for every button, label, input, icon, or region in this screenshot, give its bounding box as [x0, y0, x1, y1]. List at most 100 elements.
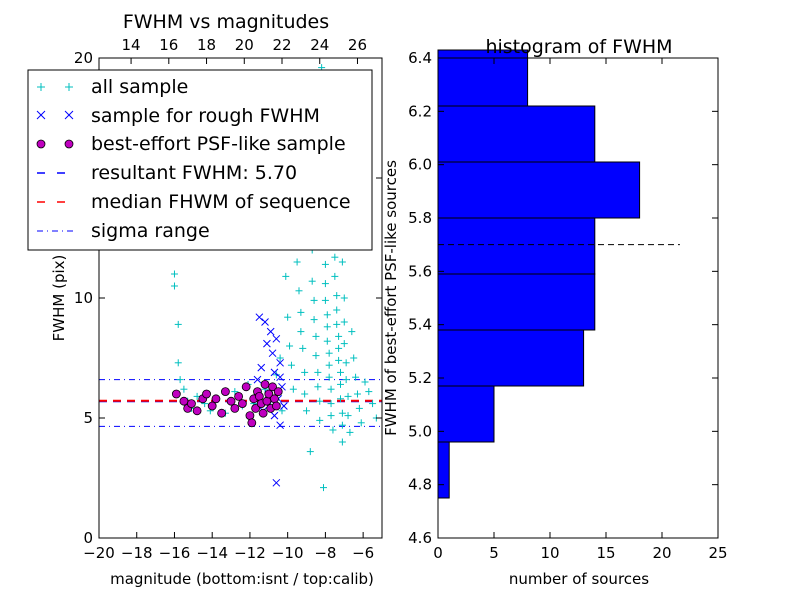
legend-marker-plus: [37, 83, 73, 91]
top-xtick-label: 22: [272, 36, 291, 54]
point-rough-fwhm: [276, 421, 284, 430]
legend-entry-psf-like: best-effort PSF-like sample: [36, 133, 346, 155]
legend-label-median: median FHWM of sequence: [91, 191, 351, 213]
point-all-sample: [276, 354, 284, 362]
right-xtick-label: 5: [489, 544, 499, 562]
point-all-sample: [350, 354, 358, 362]
right-ytick-label: 4.6: [408, 529, 432, 547]
point-all-sample: [310, 316, 318, 324]
point-all-sample: [314, 383, 322, 391]
point-psf-like: [187, 399, 196, 409]
fwhm-vs-magnitude-panel: −20−18−16−14−12−10−8−6051015201416182022…: [27, 11, 383, 588]
point-psf-like: [258, 408, 268, 418]
left-xtick-label: −6: [352, 544, 374, 562]
point-all-sample: [353, 390, 361, 398]
point-all-sample: [176, 376, 184, 384]
left-xtick-label: −8: [314, 544, 336, 562]
point-all-sample: [320, 484, 328, 492]
legend-label-resultant: resultant FWHM: 5.70: [91, 162, 297, 184]
histogram-bar: [437, 329, 585, 387]
point-all-sample: [321, 296, 329, 304]
point-all-sample: [316, 397, 324, 405]
point-all-sample: [316, 416, 324, 424]
right-axes-frame: [437, 57, 719, 539]
point-rough-fwhm: [276, 358, 284, 367]
point-all-sample: [369, 400, 377, 408]
point-all-sample: [340, 318, 348, 326]
left-x-axis-label: magnitude (bottom:isnt / top:calib): [110, 570, 374, 588]
left-xtick-label: −16: [159, 544, 191, 562]
point-all-sample: [295, 287, 303, 295]
point-all-sample: [340, 340, 348, 348]
point-all-sample: [325, 373, 333, 381]
left-ytick-label: 5: [83, 409, 93, 427]
histogram-data: [437, 49, 680, 499]
histogram-bar: [437, 441, 450, 499]
x-b: [270, 368, 279, 377]
histogram-bar: [437, 217, 596, 275]
x-b: [272, 334, 281, 343]
point-psf-like: [202, 389, 211, 399]
left-xtick-label: −14: [196, 544, 228, 562]
legend-label-all-sample: all sample: [91, 76, 188, 98]
left-y-axis-label: FWHM (pix): [50, 255, 68, 342]
point-rough-fwhm: [263, 339, 271, 348]
point-all-sample: [344, 412, 352, 420]
point-rough-fwhm: [253, 375, 262, 384]
point-psf-like: [234, 391, 244, 401]
x-b: [276, 373, 284, 382]
x-b: [268, 349, 277, 358]
point-all-sample: [338, 258, 346, 266]
point-all-sample: [325, 361, 333, 369]
point-all-sample: [321, 260, 329, 268]
point-all-sample: [342, 359, 350, 367]
point-all-sample: [170, 270, 178, 278]
point-all-sample: [348, 328, 356, 336]
top-xtick-label: 16: [159, 36, 178, 54]
point-rough-fwhm: [266, 327, 275, 336]
point-all-sample: [174, 359, 182, 367]
point-all-sample: [336, 380, 344, 388]
point-all-sample: [327, 412, 335, 420]
x-b: [255, 313, 264, 322]
point-all-sample: [346, 428, 354, 436]
point-all-sample: [180, 385, 188, 393]
point-all-sample: [352, 373, 360, 381]
point-psf-like: [251, 403, 260, 413]
legend-label-sigma: sigma range: [91, 220, 210, 242]
point-all-sample: [329, 426, 337, 434]
point-rough-fwhm: [276, 373, 284, 382]
point-all-sample: [323, 311, 331, 319]
left-ytick-label: 10: [74, 289, 93, 307]
fwhm-histogram-panel: 0 5 10 15 20 25 4.6 4.8 5.0 5.2 5.4 5.6 5.8 6.0 6.2 6.4…: [382, 36, 728, 588]
legend-entry-all-sample: all sample: [37, 76, 188, 98]
point-all-sample: [340, 294, 348, 302]
point-psf-like: [273, 387, 283, 397]
left-xtick-label: −10: [272, 544, 304, 562]
legend-label-rough-fwhm: sample for rough FWHM: [91, 105, 320, 127]
left-ytick-label: 20: [74, 49, 93, 67]
point-all-sample: [321, 280, 329, 288]
point-psf-like: [260, 379, 270, 389]
x-b: [280, 402, 288, 410]
point-all-sample: [284, 313, 292, 321]
right-y-axis-label: FWHM of best-effort PSF-like sources: [382, 160, 400, 436]
point-all-sample: [355, 404, 363, 412]
point-rough-fwhm: [255, 313, 264, 322]
top-xtick-label: 24: [310, 36, 329, 54]
left-ytick-label: 0: [83, 529, 93, 547]
point-psf-like: [171, 389, 181, 399]
point-all-sample: [282, 272, 290, 280]
point-all-sample: [293, 258, 301, 266]
right-xtick-label: 0: [433, 544, 443, 562]
point-all-sample: [365, 388, 373, 396]
point-all-sample: [301, 390, 309, 398]
right-ytick-label: 6.0: [408, 156, 432, 174]
point-all-sample: [331, 253, 339, 261]
right-ytick-label: 5.2: [408, 369, 432, 387]
point-rough-fwhm: [270, 368, 279, 377]
point-all-sample: [174, 320, 182, 328]
point-all-sample: [323, 323, 331, 331]
histogram-bar: [437, 385, 495, 443]
